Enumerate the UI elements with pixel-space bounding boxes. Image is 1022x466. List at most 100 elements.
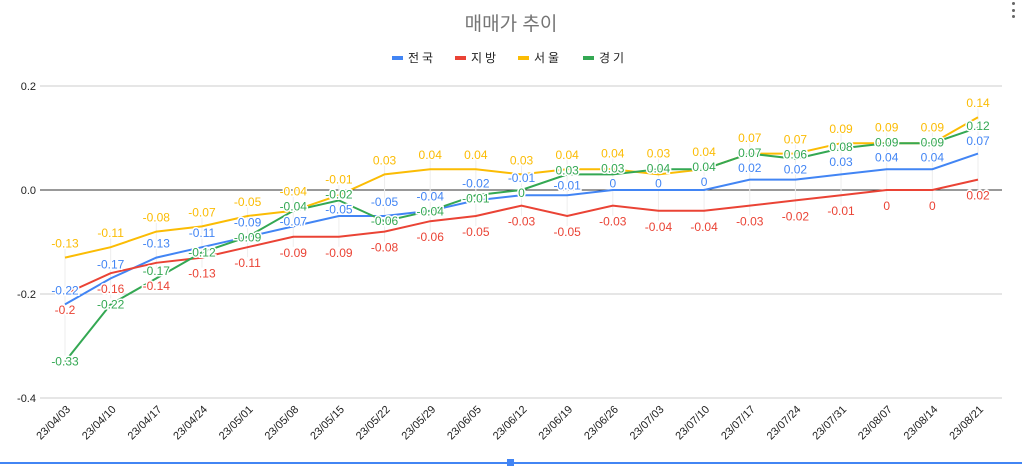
data-label: -0.02 xyxy=(782,209,810,223)
data-label: -0.08 xyxy=(143,211,171,225)
data-label: -0.04 xyxy=(280,200,308,214)
x-tick-label: 23/07/10 xyxy=(673,404,712,443)
data-label: 0.04 xyxy=(419,148,443,162)
data-label: -0.07 xyxy=(280,215,308,229)
data-label: -0.14 xyxy=(143,279,171,293)
y-tick-label: 0.2 xyxy=(21,81,36,93)
data-label: -0.07 xyxy=(188,205,216,219)
data-label: -0.06 xyxy=(371,214,399,228)
data-label: -0.11 xyxy=(234,256,261,270)
data-label: -0.09 xyxy=(280,246,308,260)
x-tick-label: 23/07/03 xyxy=(628,404,667,443)
legend-swatch xyxy=(583,56,594,60)
data-label: -0.01 xyxy=(508,171,536,185)
data-label: -0.04 xyxy=(690,220,718,234)
data-label: 0.04 xyxy=(875,151,899,165)
x-tick-label: 23/08/21 xyxy=(947,404,986,443)
x-tick-label: 23/05/29 xyxy=(400,404,439,443)
data-label: 0.07 xyxy=(738,146,762,160)
data-label: -0.09 xyxy=(325,246,353,260)
data-label: 0.03 xyxy=(829,155,853,169)
resize-handle[interactable] xyxy=(507,459,514,466)
data-label: 0.06 xyxy=(784,148,808,162)
data-label: -0.11 xyxy=(97,226,124,240)
data-label: 0 xyxy=(883,199,890,213)
data-label: -0.09 xyxy=(234,215,262,229)
data-labels: -0.13-0.22-0.2-0.33-0.11-0.17-0.16-0.22-… xyxy=(50,95,992,370)
legend-swatch xyxy=(518,56,529,60)
data-label: 0.09 xyxy=(921,121,945,135)
x-axis: 23/04/03 23/04/10 23/04/17 23/04/24 23/05/01… xyxy=(34,404,986,443)
data-label: -0.22 xyxy=(51,283,79,297)
data-label: 0.09 xyxy=(875,121,899,135)
more-options-icon[interactable] xyxy=(1010,2,1016,18)
data-label: -0.01 xyxy=(325,173,353,187)
legend-item-경기[interactable]: 경기 xyxy=(583,51,627,65)
data-label: 0.02 xyxy=(966,189,990,203)
data-label: 0.04 xyxy=(692,160,716,174)
x-tick-label: 23/06/12 xyxy=(491,404,530,443)
legend-item-전국[interactable]: 전국 xyxy=(392,51,436,65)
x-tick-label: 23/04/03 xyxy=(34,404,73,443)
data-label: 0.03 xyxy=(601,162,625,176)
data-label: -0.05 xyxy=(462,225,490,239)
data-label: -0.03 xyxy=(599,215,627,229)
data-label: -0.04 xyxy=(417,189,445,203)
y-tick-label: 0.0 xyxy=(21,185,36,197)
data-label: -0.04 xyxy=(280,185,308,199)
y-tick-label: -0.2 xyxy=(17,289,36,301)
data-label: -0.08 xyxy=(371,241,399,255)
data-label: 0 xyxy=(518,186,525,200)
data-label: -0.17 xyxy=(97,257,125,271)
data-label: -0.04 xyxy=(645,220,673,234)
data-label: -0.13 xyxy=(51,237,79,251)
data-label: -0.04 xyxy=(417,204,445,218)
data-label: -0.22 xyxy=(97,297,125,311)
data-label: 0.03 xyxy=(373,153,397,167)
gridlines xyxy=(40,85,1002,399)
data-label: 0.09 xyxy=(921,136,945,150)
data-label: -0.2 xyxy=(55,303,76,317)
data-label: 0.03 xyxy=(647,147,671,161)
data-label: -0.02 xyxy=(462,176,490,190)
data-label: -0.13 xyxy=(143,237,171,251)
data-label: -0.05 xyxy=(371,195,399,209)
data-label: 0.04 xyxy=(647,162,671,176)
data-label: -0.03 xyxy=(736,215,764,229)
legend[interactable]: 전국 지방 서울 경기 xyxy=(392,51,627,65)
x-tick-label: 23/06/19 xyxy=(537,404,576,443)
legend-swatch xyxy=(455,56,466,60)
data-label: -0.17 xyxy=(143,264,171,278)
legend-item-서울[interactable]: 서울 xyxy=(518,51,562,65)
data-label: 0.04 xyxy=(692,145,716,159)
data-label: -0.03 xyxy=(508,215,536,229)
data-label: 0.03 xyxy=(510,153,534,167)
y-tick-label: -0.4 xyxy=(17,393,36,405)
legend-item-지방[interactable]: 지방 xyxy=(455,51,499,65)
data-label: 0.02 xyxy=(784,163,808,177)
data-label: 0.08 xyxy=(829,140,853,154)
data-label: 0.04 xyxy=(555,148,579,162)
series-lines xyxy=(64,116,979,363)
x-tick-label: 23/04/24 xyxy=(171,404,210,443)
data-label: -0.33 xyxy=(51,355,79,369)
x-tick-label: 23/07/24 xyxy=(765,404,804,443)
legend-label: 경기 xyxy=(599,51,627,65)
x-tick-label: 23/06/26 xyxy=(582,404,621,443)
data-label: -0.02 xyxy=(325,188,353,202)
x-tick-label: 23/05/15 xyxy=(308,404,347,443)
series-line-전국 xyxy=(64,152,979,306)
data-label: -0.16 xyxy=(97,282,125,296)
data-label: 0.02 xyxy=(738,161,762,175)
data-label: -0.01 xyxy=(553,178,581,192)
series-line-서울 xyxy=(64,116,979,259)
data-label: 0 xyxy=(609,177,616,191)
legend-label: 서울 xyxy=(534,51,562,65)
x-tick-label: 23/05/01 xyxy=(217,404,256,443)
legend-swatch xyxy=(392,56,403,60)
data-label: 0.07 xyxy=(738,131,762,145)
data-label: 0.07 xyxy=(784,133,808,147)
data-label: 0.12 xyxy=(966,119,990,133)
data-label: 0.09 xyxy=(829,122,853,136)
